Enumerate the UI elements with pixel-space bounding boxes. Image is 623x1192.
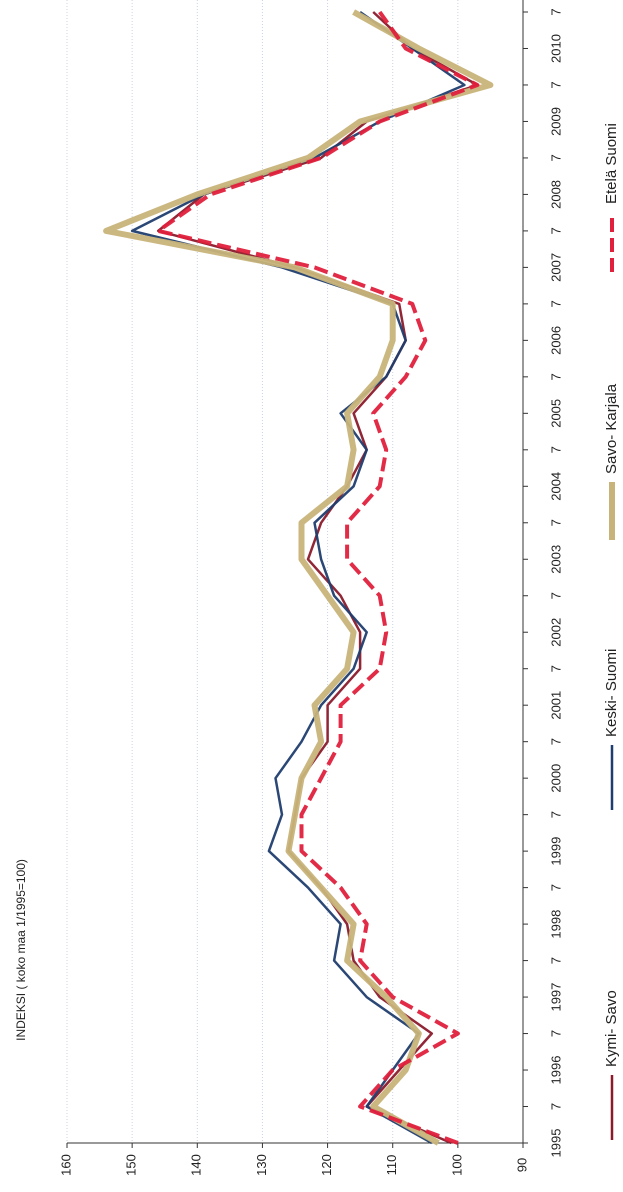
- y-tick-label: 160: [58, 1154, 73, 1176]
- x-tick-label: 2000: [548, 764, 563, 793]
- line-series: [130, 10, 466, 1145]
- x-tick-label: 7: [548, 519, 563, 526]
- x-tick-label: 7: [548, 8, 563, 15]
- axis-title: INDEKSI ( koko maa 1/1995=100): [14, 859, 28, 1041]
- x-tick-label: 7: [548, 738, 563, 745]
- x-tick-label: 7: [548, 300, 563, 307]
- x-tick-label: 7: [548, 446, 563, 453]
- x-tick-label: 2007: [548, 253, 563, 282]
- x-tick-label: 1996: [548, 1056, 563, 1085]
- x-tick-label: 7: [548, 81, 563, 88]
- y-tick-label: 150: [124, 1154, 139, 1176]
- y-tick-label: 90: [514, 1158, 529, 1172]
- x-tick-label: 7: [548, 957, 563, 964]
- line-series: [103, 9, 494, 1146]
- x-tick-label: 7: [548, 373, 563, 380]
- x-tick-label: 7: [548, 884, 563, 891]
- x-tick-label: 7: [548, 665, 563, 672]
- y-tick-label: 130: [254, 1154, 269, 1176]
- line-series: [156, 11, 479, 1145]
- x-tick-label: 2003: [548, 545, 563, 574]
- x-tick-label: 7: [548, 1030, 563, 1037]
- x-tick-label: 1995: [548, 1129, 563, 1158]
- x-tick-label: 1998: [548, 910, 563, 939]
- x-tick-label: 7: [548, 227, 563, 234]
- x-tick-label: 2001: [548, 691, 563, 720]
- legend-label: Savo- Karjala: [603, 383, 620, 474]
- y-tick-label: 100: [449, 1154, 464, 1176]
- x-tick-label: 7: [548, 592, 563, 599]
- legend-label: Keski- Suomi: [603, 649, 620, 737]
- y-tick-label: 120: [319, 1154, 334, 1176]
- legend-label: Etelä Suomi: [603, 123, 620, 204]
- x-tick-label: 2004: [548, 472, 563, 501]
- x-tick-label: 7: [548, 154, 563, 161]
- line-series: [156, 10, 480, 1145]
- y-tick-label: 140: [189, 1154, 204, 1176]
- y-tick-label: 110: [384, 1155, 399, 1176]
- x-tick-label: 2008: [548, 180, 563, 209]
- x-tick-label: 2005: [548, 399, 563, 428]
- x-tick-label: 2010: [548, 34, 563, 63]
- x-tick-label: 1999: [548, 837, 563, 866]
- x-tick-label: 1997: [548, 983, 563, 1012]
- x-tick-label: 7: [548, 1103, 563, 1110]
- x-tick-label: 2002: [548, 618, 563, 647]
- x-tick-label: 2006: [548, 326, 563, 355]
- x-tick-label: 7: [548, 811, 563, 818]
- x-tick-label: 2009: [548, 107, 563, 136]
- legend-label: Kymi- Savo: [603, 990, 620, 1067]
